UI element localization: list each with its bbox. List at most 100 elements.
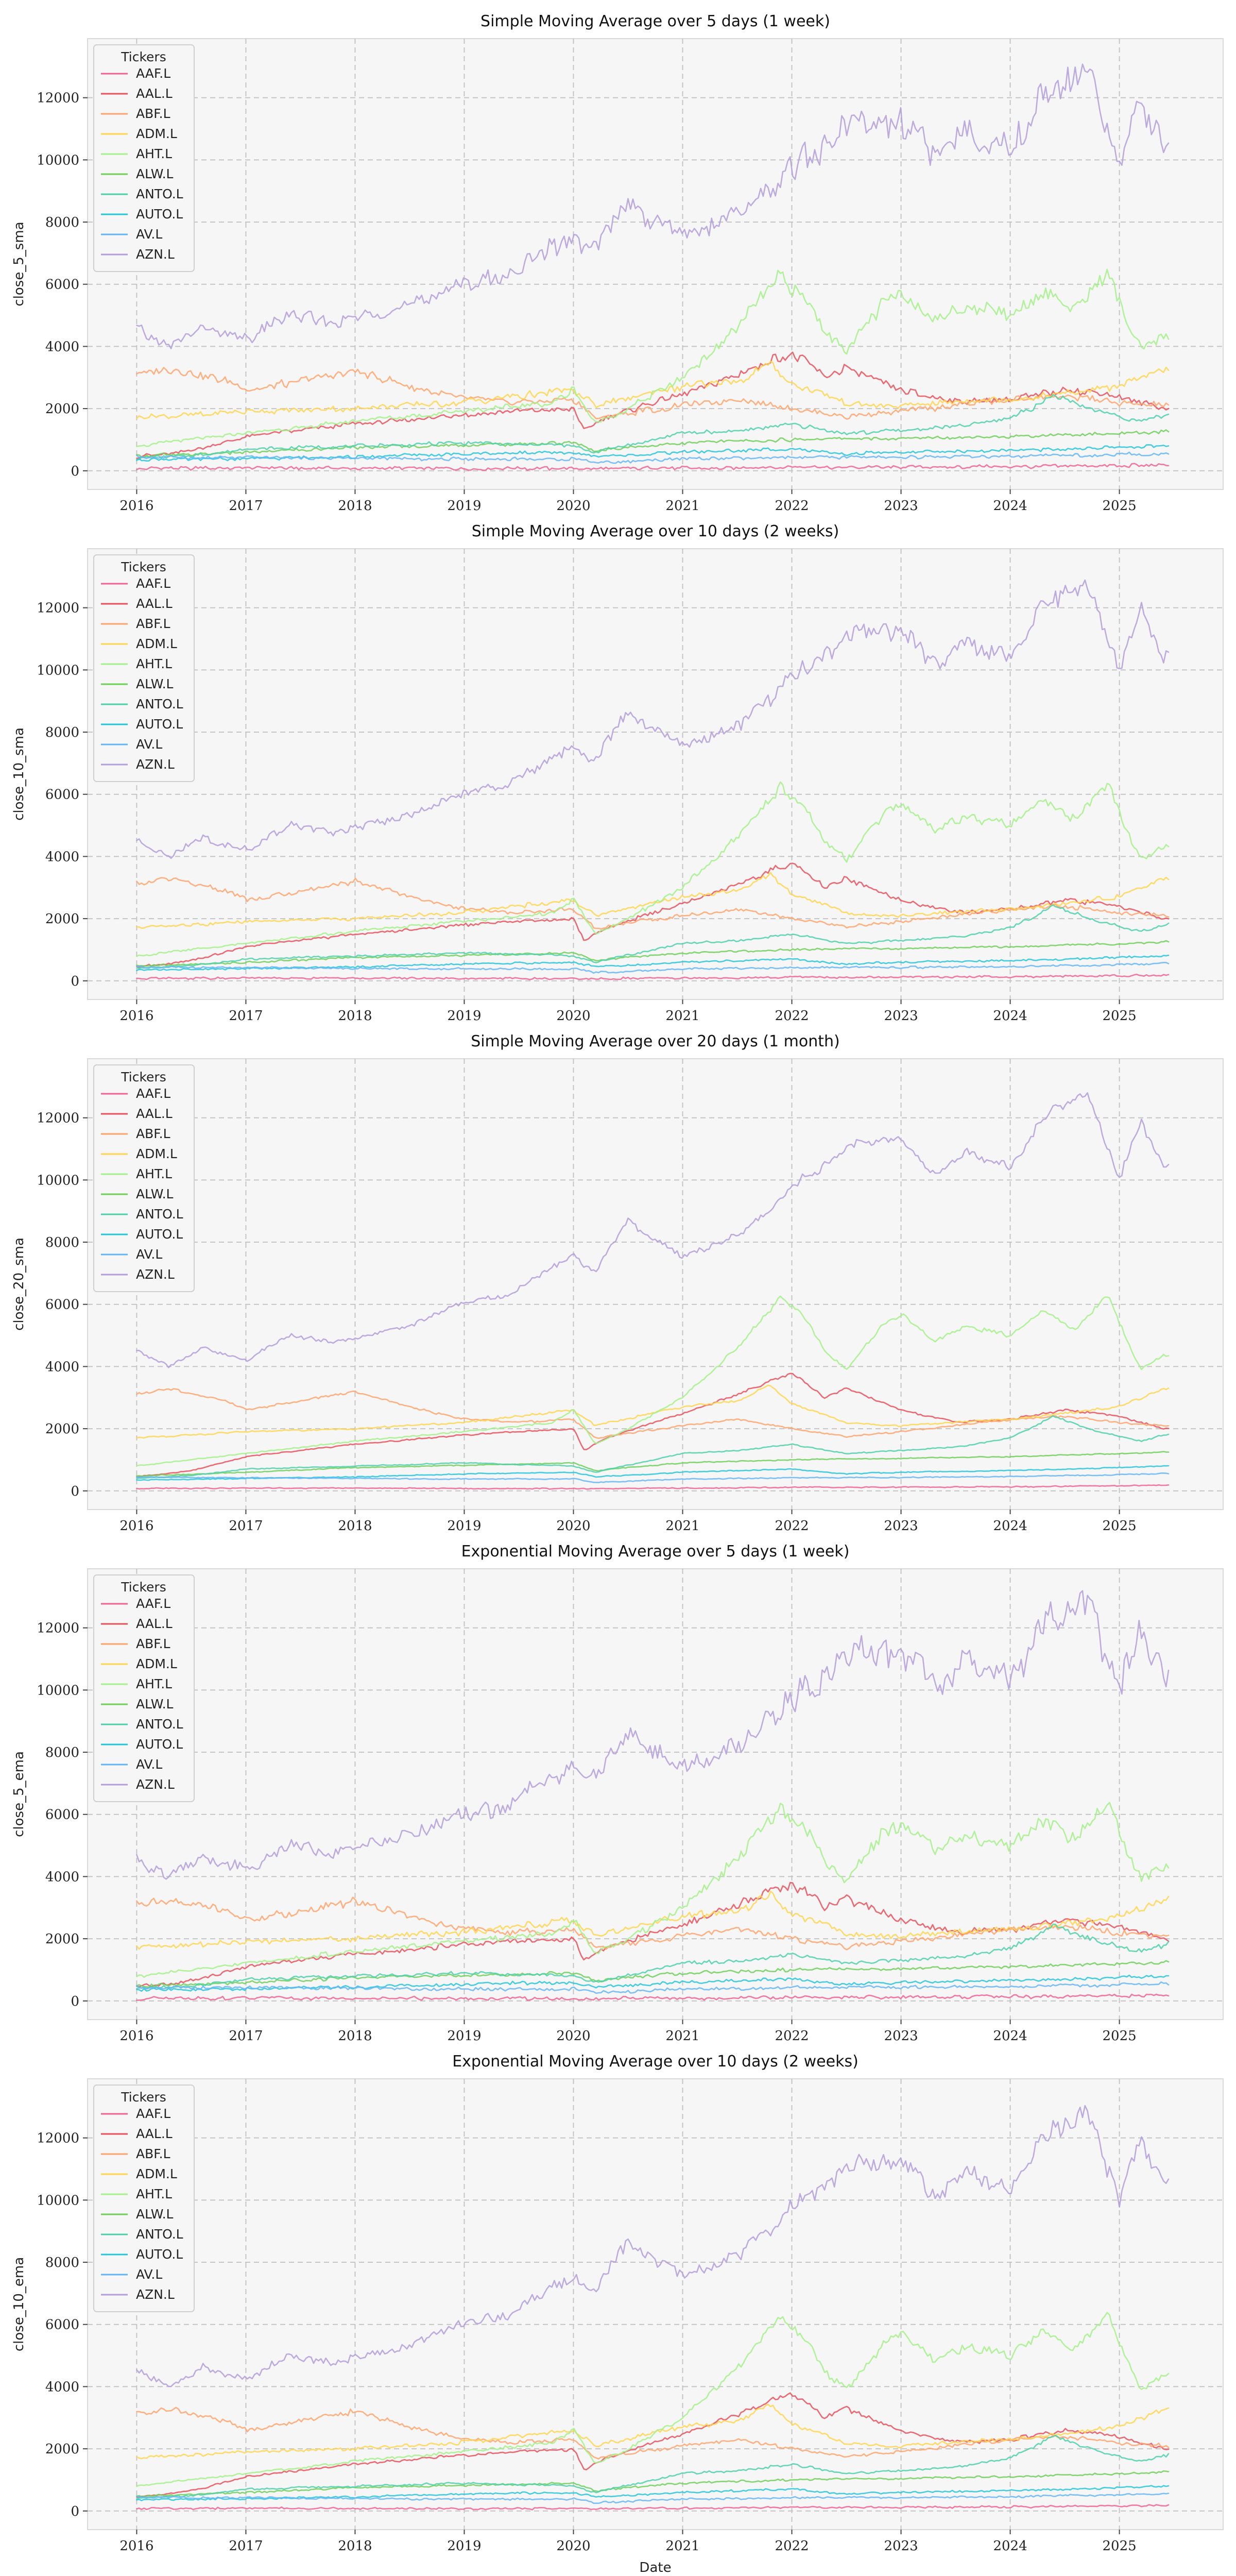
legend-label: AV.L bbox=[136, 227, 162, 242]
y-axis-label: close_5_sma bbox=[11, 222, 27, 306]
legend-title: Tickers bbox=[121, 560, 166, 574]
y-tick-label: 12000 bbox=[37, 1621, 79, 1636]
x-tick-label: 2017 bbox=[229, 498, 263, 514]
y-tick-label: 10000 bbox=[37, 1683, 79, 1698]
y-tick-label: 2000 bbox=[45, 911, 79, 927]
legend-label: ADM.L bbox=[136, 2166, 177, 2181]
series-line-alw-l bbox=[136, 2470, 1170, 2498]
series-line-auto-l bbox=[136, 2485, 1170, 2501]
x-tick-label: 2022 bbox=[775, 1008, 809, 1024]
series-line-aht-l bbox=[136, 781, 1170, 957]
legend-label: ADM.L bbox=[136, 636, 177, 651]
y-tick-label: 6000 bbox=[45, 1807, 79, 1823]
x-tick-label: 2019 bbox=[447, 1008, 481, 1024]
legend-label: AHT.L bbox=[136, 1676, 172, 1691]
y-tick-label: 2000 bbox=[45, 1931, 79, 1947]
x-tick-label: 2021 bbox=[665, 1518, 699, 1534]
chart-panel-3: Simple Moving Average over 20 days (1 mo… bbox=[11, 1032, 1224, 1534]
plot-area bbox=[87, 1568, 1224, 2020]
y-tick-label: 12000 bbox=[37, 1111, 79, 1126]
y-tick-label: 2000 bbox=[45, 2442, 79, 2457]
y-tick-label: 6000 bbox=[45, 787, 79, 803]
series-line-alw-l bbox=[136, 1451, 1170, 1477]
legend-label: AHT.L bbox=[136, 146, 172, 161]
legend-label: AAL.L bbox=[136, 596, 173, 611]
legend-label: AAL.L bbox=[136, 1616, 173, 1631]
x-tick-label: 2016 bbox=[119, 2538, 153, 2554]
x-tick-label: 2018 bbox=[338, 1008, 372, 1024]
y-axis-label: close_10_ema bbox=[11, 2257, 27, 2351]
y-tick-label: 8000 bbox=[45, 1745, 79, 1760]
x-tick-label: 2024 bbox=[993, 2538, 1027, 2554]
x-tick-label: 2025 bbox=[1102, 2028, 1136, 2044]
series-line-av-l bbox=[136, 962, 1170, 974]
x-tick-label: 2016 bbox=[119, 1008, 153, 1024]
x-tick-label: 2025 bbox=[1102, 498, 1136, 514]
x-tick-label: 2017 bbox=[229, 2538, 263, 2554]
y-tick-label: 10000 bbox=[37, 152, 79, 168]
legend-label: AHT.L bbox=[136, 656, 172, 671]
x-tick-label: 2019 bbox=[447, 1518, 481, 1534]
series-line-adm-l bbox=[136, 1890, 1170, 1950]
plot-area bbox=[87, 2078, 1224, 2530]
y-tick-label: 2000 bbox=[45, 401, 79, 417]
legend-label: AAL.L bbox=[136, 86, 173, 101]
y-tick-label: 2000 bbox=[45, 1421, 79, 1437]
x-tick-label: 2023 bbox=[884, 1518, 918, 1534]
series-line-aaf-l bbox=[136, 463, 1170, 471]
legend-label: AZN.L bbox=[136, 1267, 175, 1282]
y-tick-label: 4000 bbox=[45, 849, 79, 865]
y-axis-label: close_5_ema bbox=[11, 1751, 27, 1837]
y-tick-label: 12000 bbox=[37, 2131, 79, 2146]
legend-label: ABF.L bbox=[136, 616, 170, 631]
legend-label: ADM.L bbox=[136, 126, 177, 141]
y-axis-label: close_20_sma bbox=[11, 1238, 27, 1331]
x-tick-label: 2024 bbox=[993, 2028, 1027, 2044]
series-line-adm-l bbox=[136, 361, 1170, 419]
x-tick-label: 2024 bbox=[993, 498, 1027, 514]
x-tick-label: 2018 bbox=[338, 2028, 372, 2044]
x-tick-label: 2025 bbox=[1102, 1008, 1136, 1024]
x-tick-label: 2022 bbox=[775, 2028, 809, 2044]
series-line-auto-l bbox=[136, 954, 1170, 971]
y-tick-label: 0 bbox=[71, 1994, 79, 2009]
series-line-av-l bbox=[136, 2493, 1170, 2504]
x-tick-label: 2020 bbox=[556, 2028, 590, 2044]
chart-title: Simple Moving Average over 5 days (1 wee… bbox=[480, 12, 830, 30]
series-line-adm-l bbox=[136, 1384, 1170, 1439]
legend-label: AUTO.L bbox=[136, 207, 183, 222]
y-tick-label: 10000 bbox=[37, 663, 79, 678]
chart-panel-5: Exponential Moving Average over 10 days … bbox=[11, 2053, 1224, 2575]
legend-label: AHT.L bbox=[136, 1166, 172, 1181]
y-tick-label: 6000 bbox=[45, 277, 79, 293]
series-line-abf-l bbox=[136, 1896, 1170, 1951]
y-tick-label: 12000 bbox=[37, 601, 79, 616]
y-tick-label: 8000 bbox=[45, 725, 79, 740]
x-tick-label: 2020 bbox=[556, 1008, 590, 1024]
series-line-aaf-l bbox=[136, 973, 1170, 980]
x-tick-label: 2021 bbox=[665, 498, 699, 514]
legend-label: ALW.L bbox=[136, 1697, 174, 1711]
x-tick-label: 2019 bbox=[447, 498, 481, 514]
x-tick-label: 2019 bbox=[447, 2538, 481, 2554]
x-tick-label: 2020 bbox=[556, 498, 590, 514]
y-tick-label: 0 bbox=[71, 974, 79, 989]
x-tick-label: 2016 bbox=[119, 1518, 153, 1534]
series-line-anto-l bbox=[136, 904, 1170, 969]
legend-label: ALW.L bbox=[136, 676, 174, 691]
series-line-azn-l bbox=[136, 1092, 1170, 1368]
plot-area bbox=[87, 548, 1224, 1000]
legend-label: AAF.L bbox=[136, 1596, 170, 1611]
series-line-alw-l bbox=[136, 940, 1170, 967]
x-tick-label: 2021 bbox=[665, 2028, 699, 2044]
legend-label: AUTO.L bbox=[136, 1737, 183, 1752]
series-line-azn-l bbox=[136, 63, 1170, 349]
legend-label: AZN.L bbox=[136, 1777, 175, 1792]
series-line-anto-l bbox=[136, 1923, 1170, 1990]
legend-label: AV.L bbox=[136, 1247, 162, 1262]
chart-panel-2: Simple Moving Average over 10 days (2 we… bbox=[11, 522, 1224, 1024]
legend-label: ANTO.L bbox=[136, 187, 183, 201]
chart-title: Exponential Moving Average over 5 days (… bbox=[461, 1543, 850, 1561]
legend-label: ANTO.L bbox=[136, 2227, 183, 2242]
x-tick-label: 2018 bbox=[338, 2538, 372, 2554]
